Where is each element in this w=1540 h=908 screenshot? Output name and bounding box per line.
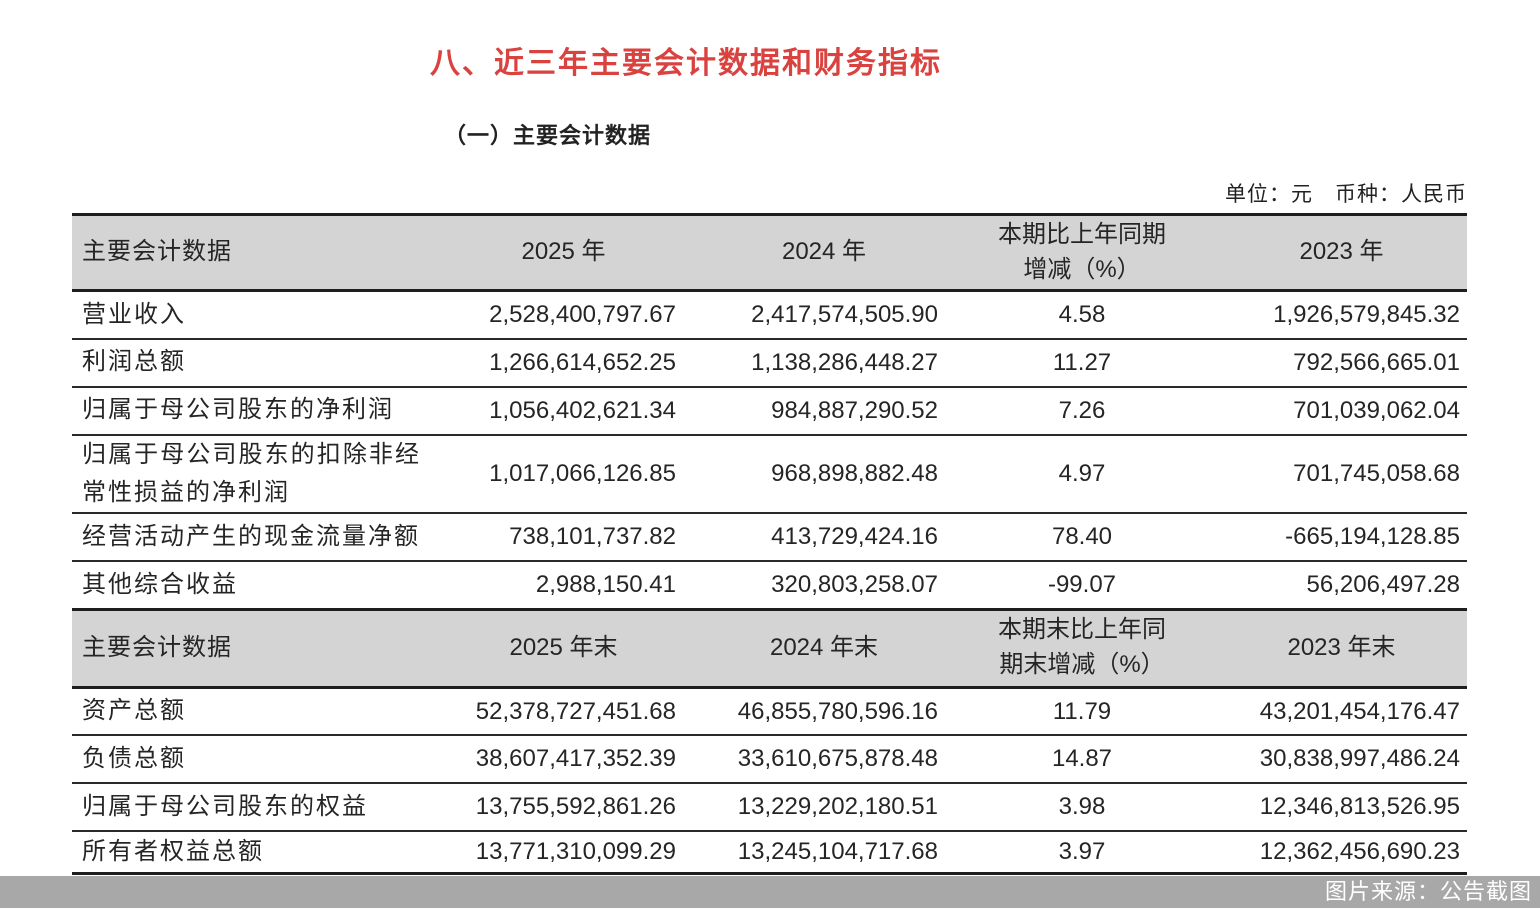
header-cell-change: 本期比上年同期 增减（%） xyxy=(948,213,1216,292)
cell-2024: 46,855,780,596.16 xyxy=(700,687,948,737)
cell-2025: 2,528,400,797.67 xyxy=(427,290,700,340)
cell-2025: 38,607,417,352.39 xyxy=(427,735,700,785)
cell-2025: 13,771,310,099.29 xyxy=(427,831,700,875)
cell-2024: 984,887,290.52 xyxy=(700,386,948,436)
financial-table: 主要会计数据 2025 年 2024 年 本期比上年同期 增减（%） 2023 … xyxy=(72,213,1467,875)
row-label: 归属于母公司股东的扣除非经常性损益的净利润 xyxy=(72,434,427,515)
cell-2023: 701,039,062.04 xyxy=(1216,386,1467,436)
cell-2025: 1,017,066,126.85 xyxy=(427,434,700,515)
table-row-total-liabilities: 负债总额 38,607,417,352.39 33,610,675,878.48… xyxy=(72,735,1467,785)
cell-2024: 1,138,286,448.27 xyxy=(700,338,948,388)
cell-change: 4.97 xyxy=(948,434,1216,515)
cell-2024: 13,245,104,717.68 xyxy=(700,831,948,875)
header-change-line1: 本期比上年同期 xyxy=(998,220,1166,248)
cell-change: 11.79 xyxy=(948,687,1216,737)
unit-note: 单位：元 币种：人民币 xyxy=(1225,183,1467,206)
cell-2025: 1,056,402,621.34 xyxy=(427,386,700,436)
row-label: 经营活动产生的现金流量净额 xyxy=(72,513,427,563)
row-label: 利润总额 xyxy=(72,338,427,388)
header-cell-2025: 2025 年 xyxy=(427,213,700,292)
cell-2023: 56,206,497.28 xyxy=(1216,561,1467,611)
table-row-total-profit: 利润总额 1,266,614,652.25 1,138,286,448.27 1… xyxy=(72,338,1467,388)
header-cell-2024: 2024 年 xyxy=(700,213,948,292)
cell-2023: 1,926,579,845.32 xyxy=(1216,290,1467,340)
header-cell-label: 主要会计数据 xyxy=(72,607,427,689)
source-watermark: 图片来源：公告截图 xyxy=(1324,879,1532,904)
header-cell-label: 主要会计数据 xyxy=(72,213,427,292)
cell-2025: 738,101,737.82 xyxy=(427,513,700,563)
header-cell-change-end: 本期末比上年同 期末增减（%） xyxy=(948,607,1216,689)
cell-2025: 1,266,614,652.25 xyxy=(427,338,700,388)
cell-change: 78.40 xyxy=(948,513,1216,563)
section-subtitle: （一）主要会计数据 xyxy=(444,123,652,148)
table-row-total-equity: 所有者权益总额 13,771,310,099.29 13,245,104,717… xyxy=(72,831,1467,875)
table-row-revenue: 营业收入 2,528,400,797.67 2,417,574,505.90 4… xyxy=(72,290,1467,340)
row-label: 归属于母公司股东的净利润 xyxy=(72,386,427,436)
cell-change: 7.26 xyxy=(948,386,1216,436)
cell-2023: 701,745,058.68 xyxy=(1216,434,1467,515)
row-label: 营业收入 xyxy=(72,290,427,340)
table-row-other-comprehensive-income: 其他综合收益 2,988,150.41 320,803,258.07 -99.0… xyxy=(72,561,1467,611)
header-change-line2: 期末增减（%） xyxy=(999,651,1165,679)
cell-2024: 320,803,258.07 xyxy=(700,561,948,611)
cell-2023: 12,346,813,526.95 xyxy=(1216,783,1467,833)
cell-2023: 12,362,456,690.23 xyxy=(1216,831,1467,875)
cell-2023: 792,566,665.01 xyxy=(1216,338,1467,388)
table-row-net-profit-deducted: 归属于母公司股东的扣除非经常性损益的净利润 1,017,066,126.85 9… xyxy=(72,434,1467,515)
cell-change: 3.97 xyxy=(948,831,1216,875)
cell-change: 4.58 xyxy=(948,290,1216,340)
cell-2025: 2,988,150.41 xyxy=(427,561,700,611)
table-row-operating-cash-flow: 经营活动产生的现金流量净额 738,101,737.82 413,729,424… xyxy=(72,513,1467,563)
cell-change: 14.87 xyxy=(948,735,1216,785)
header-cell-2024-end: 2024 年末 xyxy=(700,607,948,689)
header-cell-2025-end: 2025 年末 xyxy=(427,607,700,689)
header-cell-2023-end: 2023 年末 xyxy=(1216,607,1467,689)
header-cell-2023: 2023 年 xyxy=(1216,213,1467,292)
cell-change: 11.27 xyxy=(948,338,1216,388)
cell-change: -99.07 xyxy=(948,561,1216,611)
cell-2024: 33,610,675,878.48 xyxy=(700,735,948,785)
cell-2024: 2,417,574,505.90 xyxy=(700,290,948,340)
cell-change: 3.98 xyxy=(948,783,1216,833)
header-change-line2: 增减（%） xyxy=(1023,255,1141,283)
row-label: 资产总额 xyxy=(72,687,427,737)
table-row-parent-equity: 归属于母公司股东的权益 13,755,592,861.26 13,229,202… xyxy=(72,783,1467,833)
cell-2023: -665,194,128.85 xyxy=(1216,513,1467,563)
row-label: 其他综合收益 xyxy=(72,561,427,611)
source-bar xyxy=(0,876,1540,908)
cell-2024: 968,898,882.48 xyxy=(700,434,948,515)
row-label: 负债总额 xyxy=(72,735,427,785)
table-header-row-year-end: 主要会计数据 2025 年末 2024 年末 本期末比上年同 期末增减（%） 2… xyxy=(72,607,1467,689)
cell-2023: 43,201,454,176.47 xyxy=(1216,687,1467,737)
cell-2023: 30,838,997,486.24 xyxy=(1216,735,1467,785)
financial-table-container: 主要会计数据 2025 年 2024 年 本期比上年同期 增减（%） 2023 … xyxy=(72,213,1467,875)
row-label: 所有者权益总额 xyxy=(72,831,427,875)
row-label: 归属于母公司股东的权益 xyxy=(72,783,427,833)
cell-2024: 13,229,202,180.51 xyxy=(700,783,948,833)
table-row-net-profit: 归属于母公司股东的净利润 1,056,402,621.34 984,887,29… xyxy=(72,386,1467,436)
header-change-line1: 本期末比上年同 xyxy=(998,616,1166,644)
cell-2024: 413,729,424.16 xyxy=(700,513,948,563)
cell-2025: 13,755,592,861.26 xyxy=(427,783,700,833)
page-title: 八、近三年主要会计数据和财务指标 xyxy=(430,47,942,80)
table-row-total-assets: 资产总额 52,378,727,451.68 46,855,780,596.16… xyxy=(72,687,1467,737)
table-header-row-annual: 主要会计数据 2025 年 2024 年 本期比上年同期 增减（%） 2023 … xyxy=(72,213,1467,292)
cell-2025: 52,378,727,451.68 xyxy=(427,687,700,737)
